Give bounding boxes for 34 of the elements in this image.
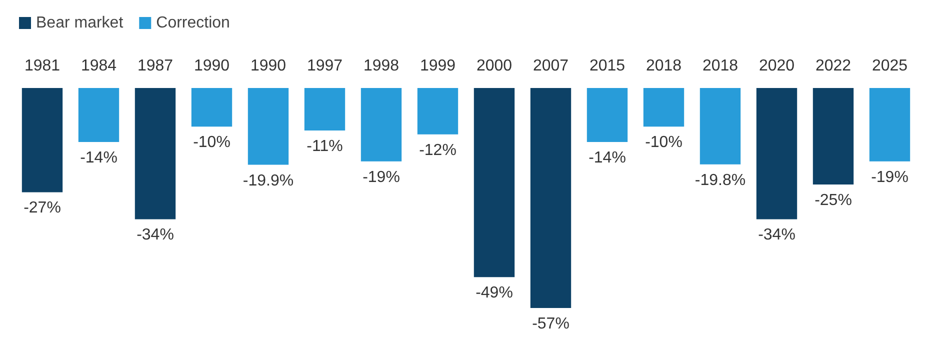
data-label: -27% xyxy=(24,200,61,217)
x-tick-label: 1997 xyxy=(306,58,343,74)
x-tick-label: 1987 xyxy=(137,58,174,74)
x-tick-label: 1990 xyxy=(250,58,286,74)
data-label: -57% xyxy=(532,316,570,332)
x-tick-label: 2025 xyxy=(872,58,908,74)
data-label: -10% xyxy=(645,134,682,152)
data-label: -19.8% xyxy=(694,172,746,189)
x-tick-label: 2000 xyxy=(476,58,512,74)
x-tick-label: 1990 xyxy=(194,58,230,74)
x-tick-label: 2020 xyxy=(758,58,795,74)
data-label: -19% xyxy=(362,168,400,186)
data-label: -11% xyxy=(306,138,343,155)
x-tick-label: 1999 xyxy=(420,58,456,74)
x-tick-label: 2018 xyxy=(702,58,738,74)
data-label: -14% xyxy=(80,150,118,167)
x-tick-label: 2007 xyxy=(532,58,569,74)
data-label: -34% xyxy=(136,226,174,244)
x-tick-label: 2015 xyxy=(589,58,626,74)
data-label: -25% xyxy=(814,192,852,209)
data-label: -49% xyxy=(476,284,513,302)
data-label: -10% xyxy=(193,134,230,152)
data-label: -14% xyxy=(588,150,626,167)
legend-label: Correction xyxy=(156,14,230,32)
x-tick-label: 2018 xyxy=(646,58,682,74)
legend-label: Bear market xyxy=(36,14,124,32)
x-tick-label: 1998 xyxy=(363,58,400,74)
x-tick-label: 1981 xyxy=(24,58,60,74)
data-label: -12% xyxy=(419,142,456,159)
data-label: -19.9% xyxy=(242,172,294,190)
x-tick-label: 2022 xyxy=(815,58,852,74)
data-label: -19% xyxy=(871,168,908,186)
data-label: -34% xyxy=(758,226,796,244)
x-tick-label: 1984 xyxy=(80,58,117,74)
